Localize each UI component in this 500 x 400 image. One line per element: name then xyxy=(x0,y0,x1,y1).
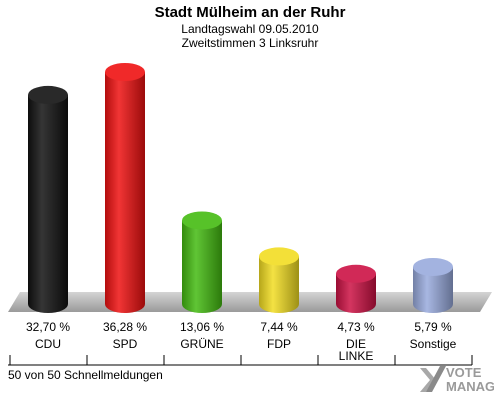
value-label-sonstige: 5,79 % xyxy=(414,320,452,334)
logo-text-top: VOTE xyxy=(446,365,482,380)
bar-body-sonstige xyxy=(413,266,453,313)
bar-top-fdp xyxy=(259,247,299,266)
bar-top-spd xyxy=(105,63,145,81)
category-label-spd: SPD xyxy=(113,337,138,351)
bar-top-grüne xyxy=(182,211,222,230)
cross-check-icon xyxy=(420,366,446,392)
bar-top-cdu xyxy=(28,85,68,104)
category-label-cdu: CDU xyxy=(35,337,61,351)
chart-header: Stadt Mülheim an der Ruhr Landtagswahl 0… xyxy=(0,4,500,50)
bar-body-fdp xyxy=(259,256,299,313)
value-label-spd: 36,28 % xyxy=(103,320,147,334)
votemanager-logo: VOTE MANAGER xyxy=(420,365,494,394)
value-label-grüne: 13,06 % xyxy=(180,320,224,334)
bar-body-spd xyxy=(105,72,145,313)
category-label-die-linke-1: DIE xyxy=(346,337,366,351)
chart-title: Stadt Mülheim an der Ruhr xyxy=(154,4,346,21)
chart-subtitle-district: Zweitstimmen 3 Linksruhr xyxy=(181,36,319,50)
value-label-cdu: 32,70 % xyxy=(26,320,70,334)
bar-body-die-linke xyxy=(336,273,376,313)
bar-body-cdu xyxy=(28,94,68,313)
report-status: 50 von 50 Schnellmeldungen xyxy=(8,368,163,382)
bar-sonstige xyxy=(413,257,453,313)
bar-top-sonstige xyxy=(413,257,453,276)
logo-text-bottom: MANAGER xyxy=(446,379,494,394)
bar-fdp xyxy=(259,247,299,313)
bar-cdu xyxy=(28,85,68,313)
value-label-die-linke: 4,73 % xyxy=(337,320,375,334)
value-label-fdp: 7,44 % xyxy=(260,320,298,334)
category-label-grüne: GRÜNE xyxy=(180,337,223,351)
bar-body-grüne xyxy=(182,220,222,313)
category-label-fdp: FDP xyxy=(267,337,291,351)
category-label-sonstige: Sonstige xyxy=(410,337,457,351)
chart-subtitle-election: Landtagswahl 09.05.2010 xyxy=(181,22,319,36)
bar-spd xyxy=(105,63,145,313)
bar-top-die-linke xyxy=(336,264,376,283)
bar-grüne xyxy=(182,211,222,313)
bar-die-linke xyxy=(336,264,376,313)
category-label-die-linke-2: LINKE xyxy=(339,349,374,363)
